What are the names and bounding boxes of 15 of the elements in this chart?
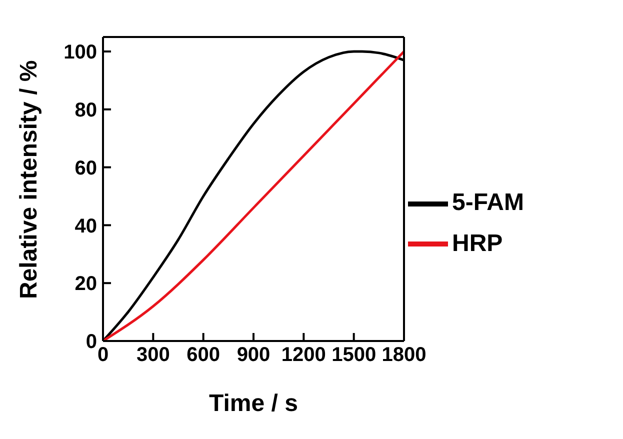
legend-label: HRP: [452, 230, 503, 257]
y-tick-label: 40: [74, 215, 97, 238]
y-axis-title: Relative intensity / %: [16, 60, 43, 299]
y-tick-label: 100: [64, 42, 97, 64]
x-tick-label: 600: [186, 344, 220, 366]
x-tick-label: 300: [136, 344, 170, 366]
x-axis-title: Time / s: [209, 390, 298, 417]
y-tick-label: 20: [74, 273, 97, 296]
x-tick-label: 900: [236, 344, 270, 366]
legend-label: 5-FAM: [452, 189, 524, 216]
y-tick-label: 80: [74, 99, 97, 122]
x-tick-label: 1200: [281, 344, 326, 366]
y-tick-label: 60: [74, 157, 97, 180]
x-tick-label: 1800: [382, 344, 426, 366]
x-tick-label: 1500: [332, 344, 376, 366]
